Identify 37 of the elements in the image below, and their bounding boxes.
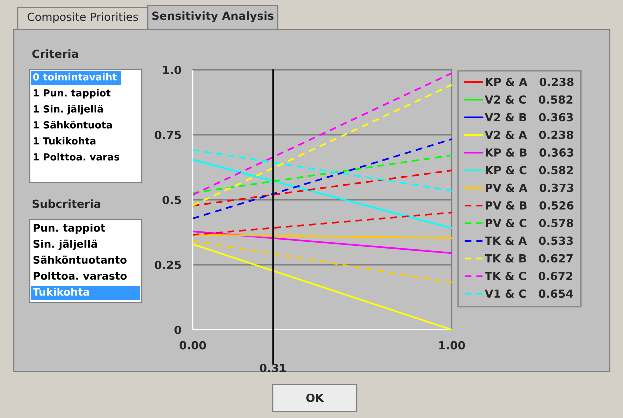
legend-label: PV & C 0.578 (486, 219, 574, 228)
text: 1 Pun. tappiot (34, 89, 111, 99)
y-tick-label: 0.75 (155, 130, 182, 140)
text: Composite Priorities (28, 12, 138, 24)
text: Sähköntuotanto (34, 256, 127, 264)
legend-label: TK & A 0.533 (485, 236, 574, 246)
text: 0 toimintavaiht (33, 73, 117, 81)
chart-title: Sensitivity Analysis (152, 12, 274, 22)
legend-label: V2 & A 0.238 (485, 130, 574, 140)
text: 1 Sähköntuota (34, 121, 112, 129)
legend-label: PV & B 0.526 (486, 201, 574, 210)
legend-label: KP & C 0.582 (486, 166, 574, 175)
text: Pun. tappiot (34, 224, 106, 234)
text: Subcriteria (32, 200, 100, 208)
legend-label: KP & A 0.238 (486, 78, 574, 86)
text: OK (306, 394, 324, 402)
ref-line-label: 0.31 (260, 364, 286, 372)
legend-label: V2 & B 0.363 (485, 113, 574, 122)
legend-label: TK & B 0.627 (485, 254, 573, 263)
x-tick-label: 0.00 (180, 341, 206, 350)
text: 1 Polttoa. varas (34, 153, 120, 161)
legend-label: KP & B 0.363 (486, 148, 574, 157)
legend-label: V1 & C 0.654 (485, 290, 574, 298)
legend-label: TK & C 0.672 (485, 272, 573, 280)
text: Sin. jäljellä (34, 240, 98, 250)
y-tick-label: 0.25 (155, 260, 182, 270)
text: 1 Sin. jäljellä (34, 105, 104, 115)
y-tick-label: 0 (174, 326, 182, 334)
text: Tukikohta (33, 288, 90, 296)
y-tick-label: 0.5 (162, 196, 182, 204)
text: Polttoa. varasto (34, 272, 127, 280)
legend-label: PV & A 0.373 (486, 184, 574, 192)
y-tick-label: 1.0 (163, 66, 182, 74)
text: 1 Tukikohta (34, 137, 96, 145)
legend-label: V2 & C 0.582 (485, 96, 573, 104)
x-tick-label: 1.00 (440, 341, 466, 350)
text: Criteria (32, 50, 78, 58)
